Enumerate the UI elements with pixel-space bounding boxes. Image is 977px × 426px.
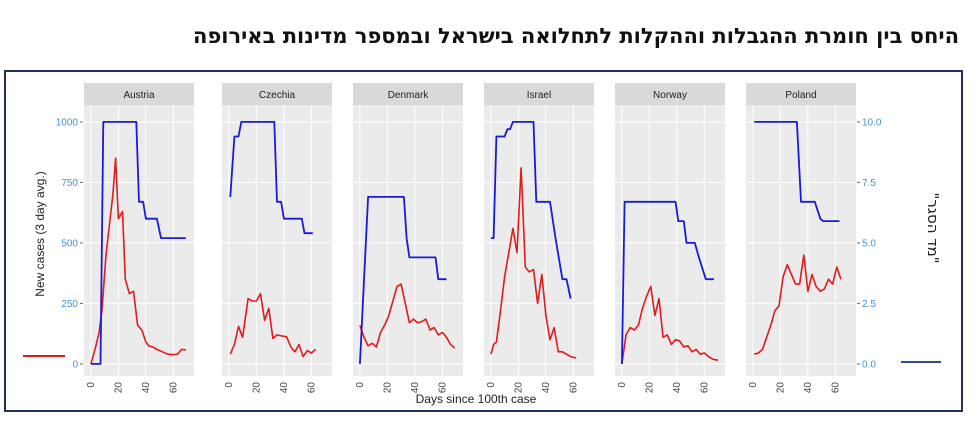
- y-left-axis-title: New cases (3 day avg.): [33, 171, 47, 296]
- y-left-tick-label: 0: [72, 359, 78, 370]
- facet-strip: [615, 83, 725, 105]
- x-tick-label: 20: [382, 382, 393, 394]
- y-right-tick-label: 10.0: [862, 117, 882, 128]
- x-tick-label: 40: [672, 382, 683, 394]
- stringency-line: [90, 121, 186, 365]
- x-tick-label: 60: [306, 382, 317, 394]
- facet-label: Poland: [785, 90, 816, 101]
- x-tick-label: 20: [513, 382, 524, 394]
- stringency-line: [359, 196, 447, 364]
- y-left-tick-label: 750: [61, 178, 78, 189]
- stringency-line: [621, 200, 714, 364]
- y-right-tick-label: 7.5: [862, 178, 876, 189]
- panel-background: [746, 105, 856, 376]
- facet-strip: [484, 83, 594, 105]
- x-tick-label: 0: [748, 382, 759, 388]
- facet-label: Norway: [653, 90, 687, 101]
- x-tick-label: 20: [644, 382, 655, 394]
- panel-background: [353, 105, 463, 376]
- facet-label: Denmark: [388, 90, 430, 101]
- stringency-line: [229, 121, 313, 235]
- x-tick-label: 60: [437, 382, 448, 394]
- x-tick-label: 0: [355, 382, 366, 388]
- y-left-tick-label: 1000: [56, 117, 79, 128]
- x-tick-label: 0: [224, 382, 235, 388]
- y-right-tick-label: 0.0: [862, 359, 876, 370]
- x-tick-label: 20: [113, 382, 124, 394]
- cases-line: [621, 285, 719, 365]
- stringency-line: [754, 121, 840, 223]
- page-title: היחס בין חומרת ההגבלות וההקלות לתחלואה ב…: [193, 24, 959, 48]
- x-tick-label: 40: [141, 382, 152, 394]
- cases-line: [754, 254, 842, 355]
- x-tick-label: 60: [168, 382, 179, 394]
- cases-line: [359, 283, 456, 349]
- facet-label: Israel: [527, 90, 551, 101]
- panel-background: [484, 105, 594, 376]
- panel-background: [615, 105, 725, 376]
- x-tick-label: 40: [803, 382, 814, 394]
- x-tick-label: 0: [617, 382, 628, 388]
- y-right-tick-label: 5.0: [862, 238, 876, 249]
- facet-strip: [746, 83, 856, 105]
- y-left-tick-label: 250: [61, 299, 78, 310]
- x-tick-label: 40: [279, 382, 290, 394]
- cases-line: [229, 292, 317, 358]
- x-tick-label: 40: [410, 382, 421, 394]
- x-tick-label: 60: [830, 382, 841, 394]
- x-tick-label: 0: [86, 382, 97, 388]
- cases-line: [490, 167, 577, 359]
- facet-label: Austria: [123, 90, 155, 101]
- x-tick-label: 60: [568, 382, 579, 394]
- x-tick-label: 0: [486, 382, 497, 388]
- cases-line: [90, 157, 186, 365]
- y-left-tick-label: 500: [61, 238, 78, 249]
- y-right-axis-title: "מד הסגר": [924, 192, 942, 263]
- x-axis-title: Days since 100th case: [416, 392, 537, 406]
- facet-strip: [353, 83, 463, 105]
- facet-strip: [84, 83, 194, 105]
- facet-strip: [222, 83, 332, 105]
- x-tick-label: 20: [775, 382, 786, 394]
- x-tick-label: 20: [251, 382, 262, 394]
- y-right-tick-label: 2.5: [862, 299, 876, 310]
- faceted-line-chart: Austria 0 20 40 60 Czechia 0 20 40 60 Denmark 0 20 40…: [33, 83, 942, 406]
- x-tick-label: 40: [541, 382, 552, 394]
- chart-frame: Austria 0 20 40 60 Czechia 0 20 40 60 Denmark 0 20 40…: [4, 70, 963, 412]
- stringency-line: [490, 121, 572, 299]
- legend-stringency-line: [901, 361, 941, 363]
- x-tick-label: 60: [699, 382, 710, 394]
- facet-label: Czechia: [259, 90, 296, 101]
- legend-cases-line: [23, 355, 65, 357]
